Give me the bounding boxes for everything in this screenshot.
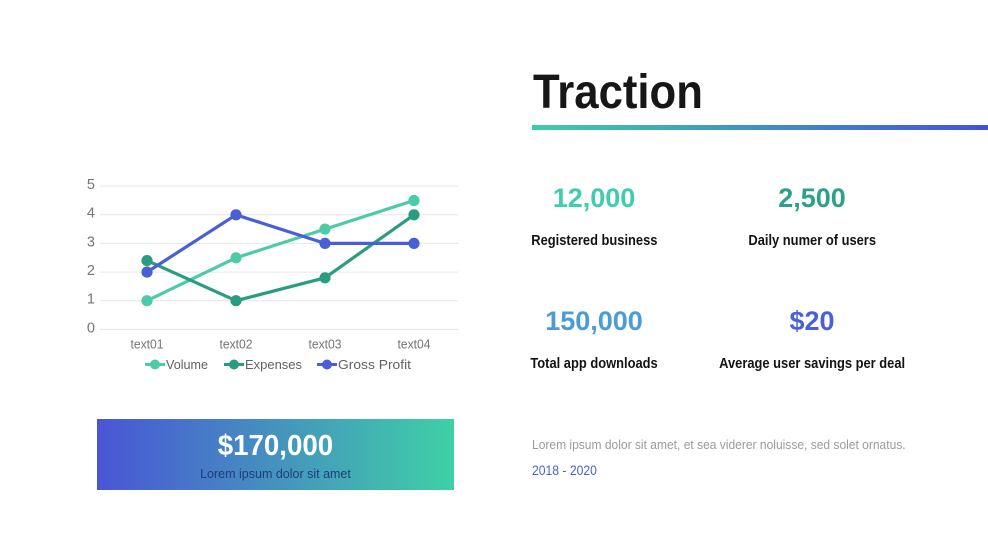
svg-text:Volume: Volume: [166, 357, 208, 372]
svg-text:2: 2: [87, 263, 95, 279]
svg-text:5: 5: [87, 177, 95, 193]
svg-text:1: 1: [87, 292, 95, 308]
svg-text:Expenses: Expenses: [245, 357, 302, 372]
svg-text:text01: text01: [131, 336, 164, 351]
svg-text:4: 4: [87, 206, 95, 222]
svg-text:0: 0: [87, 320, 95, 336]
svg-text:Gross Profit: Gross Profit: [338, 357, 411, 372]
svg-text:text04: text04: [398, 336, 431, 351]
svg-text:text03: text03: [309, 336, 342, 351]
svg-text:text02: text02: [220, 336, 253, 351]
svg-text:3: 3: [87, 234, 95, 250]
